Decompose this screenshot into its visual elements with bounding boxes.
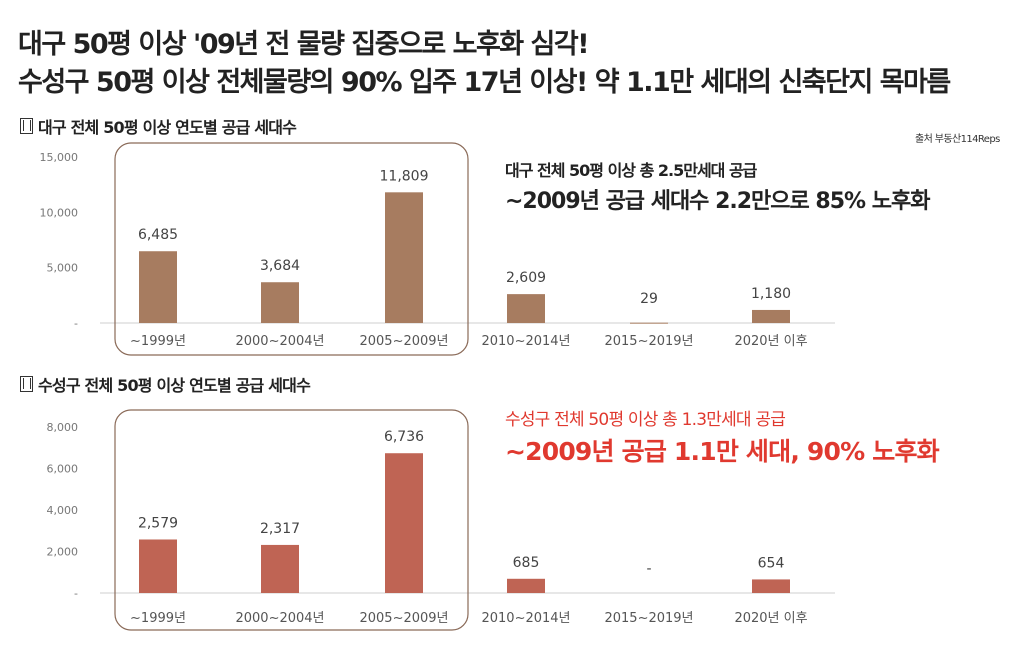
chart1-value-label: 29 xyxy=(640,291,658,307)
chart2-category-label: 2005~2009년 xyxy=(359,611,448,626)
chart2-category-label: 2010~2014년 xyxy=(481,611,570,626)
chart1-category-label: 2010~2014년 xyxy=(481,334,570,349)
chart2-bar xyxy=(507,578,545,593)
chart1-category-label: 2020년 이후 xyxy=(734,334,807,349)
chart1-annotation-line1: 대구 전체 50평 이상 총 2.5만세대 공급 xyxy=(505,161,757,180)
chart1-bar xyxy=(385,192,423,323)
chart1-category-label: ~1999년 xyxy=(130,334,186,349)
chart2-y-tick-label: 8,000 xyxy=(47,421,79,434)
chart2-y-tick-label: - xyxy=(74,587,78,600)
chart1-category-label: 2000~2004년 xyxy=(235,334,324,349)
building-icon xyxy=(20,376,33,392)
chart2-header: 수성구 전체 50평 이상 연도별 공급 세대수 xyxy=(20,372,311,396)
building-icon xyxy=(20,118,33,134)
page-title-line2: 수성구 50평 이상 전체물량의 90% 입주 17년 이상! 약 1.1만 세… xyxy=(18,67,951,98)
chart2-value-label: 2,579 xyxy=(138,515,178,531)
chart2-category-label: 2000~2004년 xyxy=(235,611,324,626)
chart1-value-label: 6,485 xyxy=(138,227,178,243)
page-title-line1: 대구 50평 이상 '09년 전 물량 집중으로 노후화 심각! xyxy=(18,29,590,60)
source-note: 출처 부동산114Reps xyxy=(915,134,1000,145)
chart2-title: 수성구 전체 50평 이상 연도별 공급 세대수 xyxy=(38,376,311,395)
chart1-value-label: 2,609 xyxy=(506,270,546,286)
chart2-bar xyxy=(261,544,299,593)
chart2-category-label: 2020년 이후 xyxy=(734,611,807,626)
chart1-title: 대구 전체 50평 이상 연도별 공급 세대수 xyxy=(38,118,297,137)
chart2-y-tick-label: 4,000 xyxy=(47,504,79,517)
chart1-y-tick-label: 5,000 xyxy=(47,262,79,275)
chart1-value-label: 3,684 xyxy=(260,258,300,274)
chart1-bar xyxy=(139,251,177,323)
chart2-annotation-line1: 수성구 전체 50평 이상 총 1.3만세대 공급 xyxy=(505,410,786,430)
chart2-bar xyxy=(139,539,177,593)
chart1-bar xyxy=(507,294,545,323)
chart2-category-label: 2015~2019년 xyxy=(604,611,693,626)
chart1-y-tick-label: 10,000 xyxy=(40,206,79,219)
chart1-y-tick-label: 15,000 xyxy=(40,151,79,164)
chart2-value-label: - xyxy=(646,561,651,577)
chart1-annotation-line2: ~2009년 공급 세대수 2.2만으로 85% 노후화 xyxy=(505,189,930,214)
chart2-value-label: 654 xyxy=(758,555,785,571)
chart2-category-label: ~1999년 xyxy=(130,611,186,626)
chart1-value-label: 1,180 xyxy=(751,286,791,302)
chart1-category-label: 2005~2009년 xyxy=(359,334,448,349)
chart1-bar xyxy=(261,282,299,323)
chart1-highlight-box xyxy=(114,142,469,356)
chart1-bar xyxy=(630,322,668,324)
chart2-y-tick-label: 2,000 xyxy=(47,546,79,559)
chart2-highlight-box xyxy=(114,409,469,631)
chart2-bar xyxy=(752,579,790,593)
chart2-annotation-line2: ~2009년 공급 1.1만 세대, 90% 노후화 xyxy=(505,437,940,466)
chart1-value-label: 11,809 xyxy=(380,168,429,184)
chart1-y-tick-label: - xyxy=(74,317,78,330)
chart1-bar xyxy=(752,309,790,323)
chart2-value-label: 2,317 xyxy=(260,521,300,537)
chart2-y-tick-label: 6,000 xyxy=(47,463,79,476)
chart2-bar xyxy=(385,453,423,593)
chart1-header: 대구 전체 50평 이상 연도별 공급 세대수 xyxy=(20,114,297,138)
chart2-value-label: 6,736 xyxy=(384,429,424,445)
chart2-value-label: 685 xyxy=(513,555,540,571)
chart1-category-label: 2015~2019년 xyxy=(604,334,693,349)
